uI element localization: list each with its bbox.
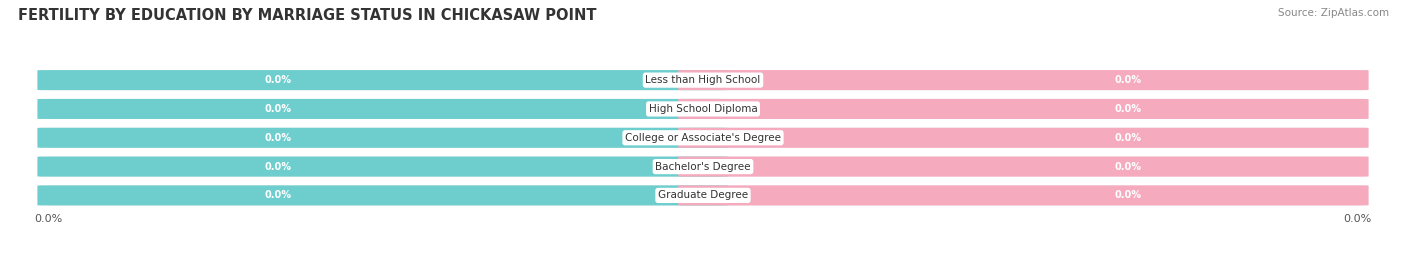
FancyBboxPatch shape: [38, 99, 1368, 119]
FancyBboxPatch shape: [678, 185, 1368, 206]
FancyBboxPatch shape: [38, 185, 1368, 206]
FancyBboxPatch shape: [38, 128, 1368, 148]
FancyBboxPatch shape: [678, 99, 1368, 119]
FancyBboxPatch shape: [38, 99, 728, 119]
Text: Graduate Degree: Graduate Degree: [658, 190, 748, 200]
FancyBboxPatch shape: [38, 185, 728, 206]
FancyBboxPatch shape: [678, 70, 1368, 90]
Text: High School Diploma: High School Diploma: [648, 104, 758, 114]
Text: 0.0%: 0.0%: [264, 104, 291, 114]
Text: College or Associate's Degree: College or Associate's Degree: [626, 133, 780, 143]
FancyBboxPatch shape: [38, 128, 728, 148]
Text: 0.0%: 0.0%: [264, 75, 291, 85]
Text: 0.0%: 0.0%: [1115, 162, 1142, 172]
Text: 0.0%: 0.0%: [264, 133, 291, 143]
Text: 0.0%: 0.0%: [264, 190, 291, 200]
Text: 0.0%: 0.0%: [1115, 133, 1142, 143]
Text: Source: ZipAtlas.com: Source: ZipAtlas.com: [1278, 8, 1389, 18]
Text: 0.0%: 0.0%: [1115, 190, 1142, 200]
FancyBboxPatch shape: [678, 128, 1368, 148]
FancyBboxPatch shape: [38, 157, 1368, 177]
FancyBboxPatch shape: [38, 70, 728, 90]
Text: 0.0%: 0.0%: [1115, 75, 1142, 85]
Text: 0.0%: 0.0%: [264, 162, 291, 172]
Text: FERTILITY BY EDUCATION BY MARRIAGE STATUS IN CHICKASAW POINT: FERTILITY BY EDUCATION BY MARRIAGE STATU…: [18, 8, 596, 23]
Text: Less than High School: Less than High School: [645, 75, 761, 85]
Text: Bachelor's Degree: Bachelor's Degree: [655, 162, 751, 172]
Text: 0.0%: 0.0%: [1115, 104, 1142, 114]
FancyBboxPatch shape: [678, 157, 1368, 177]
FancyBboxPatch shape: [38, 70, 1368, 90]
FancyBboxPatch shape: [38, 157, 728, 177]
